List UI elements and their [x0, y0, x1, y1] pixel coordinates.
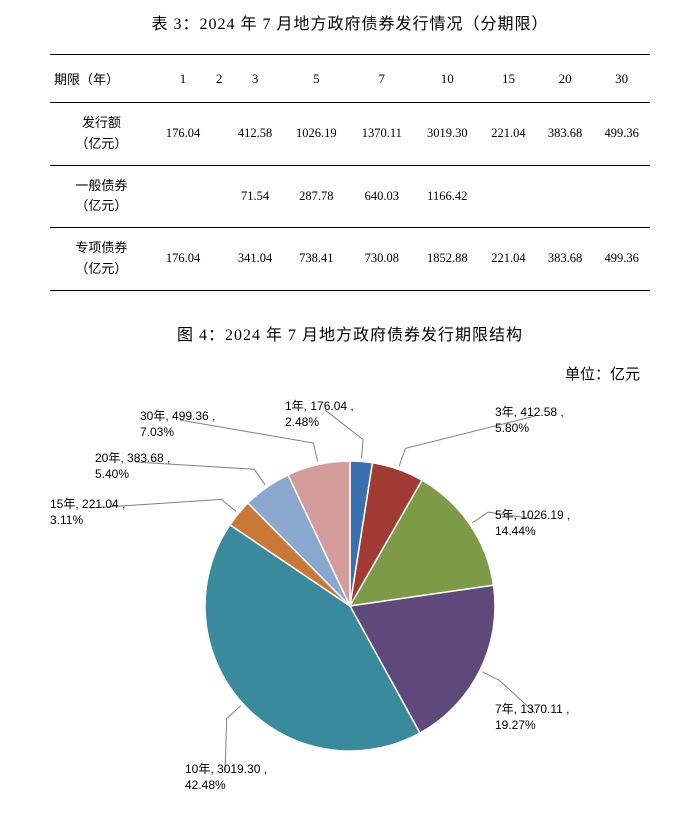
cell: 287.78 [283, 165, 349, 228]
slice-label: 5年, 1026.19 ,14.44% [495, 507, 570, 539]
table-row: 一般债券（亿元） 71.54287.78640.031166.42 [50, 165, 650, 228]
cell: 71.54 [227, 165, 284, 228]
chart-title: 图 4：2024 年 7 月地方政府债券发行期限结构 [50, 321, 650, 345]
header-term: 2 [211, 55, 226, 103]
header-term-label: 期限（年） [50, 55, 155, 103]
cell: 738.41 [283, 228, 349, 291]
cell: 1166.42 [414, 165, 480, 228]
cell: 412.58 [227, 103, 284, 166]
row-label: 一般债券（亿元） [50, 165, 155, 228]
table-title: 表 3：2024 年 7 月地方政府债券发行情况（分期限） [50, 10, 650, 34]
cell: 499.36 [593, 103, 650, 166]
bond-table: 期限（年） 1 2 3 5 7 10 15 20 30 发行额（亿元）176.0… [50, 54, 650, 291]
header-term: 5 [283, 55, 349, 103]
cell [211, 103, 226, 166]
header-term: 15 [480, 55, 537, 103]
slice-label: 1年, 176.04 ,2.48% [285, 398, 354, 430]
cell: 176.04 [155, 228, 212, 291]
slice-label: 15年, 221.04 ,3.11% [50, 496, 125, 528]
table-row: 发行额（亿元）176.04 412.581026.191370.113019.30… [50, 103, 650, 166]
header-term: 30 [593, 55, 650, 103]
cell [480, 165, 537, 228]
slice-label: 20年, 383.68 ,5.40% [95, 450, 170, 482]
slice-label: 10年, 3019.30 ,42.48% [185, 761, 267, 793]
pie-svg [205, 461, 495, 751]
cell [211, 165, 226, 228]
pie-chart: 1年, 176.04 ,2.48% 3年, 412.58 ,5.80% 5年, 10… [50, 396, 650, 796]
header-term: 10 [414, 55, 480, 103]
cell: 221.04 [480, 228, 537, 291]
cell: 383.68 [537, 103, 594, 166]
cell: 499.36 [593, 228, 650, 291]
table-header-row: 期限（年） 1 2 3 5 7 10 15 20 30 [50, 55, 650, 103]
table-row: 专项债券（亿元）176.04 341.04738.41730.081852.882… [50, 228, 650, 291]
cell: 1026.19 [283, 103, 349, 166]
row-label: 发行额（亿元） [50, 103, 155, 166]
cell: 341.04 [227, 228, 284, 291]
cell [211, 228, 226, 291]
cell: 730.08 [349, 228, 414, 291]
chart-unit: 单位：亿元 [50, 363, 650, 384]
header-term: 1 [155, 55, 212, 103]
cell [537, 165, 594, 228]
cell: 1370.11 [349, 103, 414, 166]
cell: 221.04 [480, 103, 537, 166]
slice-label: 30年, 499.36 ,7.03% [140, 408, 215, 440]
header-term: 3 [227, 55, 284, 103]
header-term: 20 [537, 55, 594, 103]
cell [155, 165, 212, 228]
cell: 640.03 [349, 165, 414, 228]
cell: 176.04 [155, 103, 212, 166]
row-label: 专项债券（亿元） [50, 228, 155, 291]
cell: 1852.88 [414, 228, 480, 291]
header-term: 7 [349, 55, 414, 103]
slice-label: 3年, 412.58 ,5.80% [495, 404, 564, 436]
cell: 383.68 [537, 228, 594, 291]
slice-label: 7年, 1370.11 ,19.27% [495, 701, 570, 733]
cell: 3019.30 [414, 103, 480, 166]
cell [593, 165, 650, 228]
